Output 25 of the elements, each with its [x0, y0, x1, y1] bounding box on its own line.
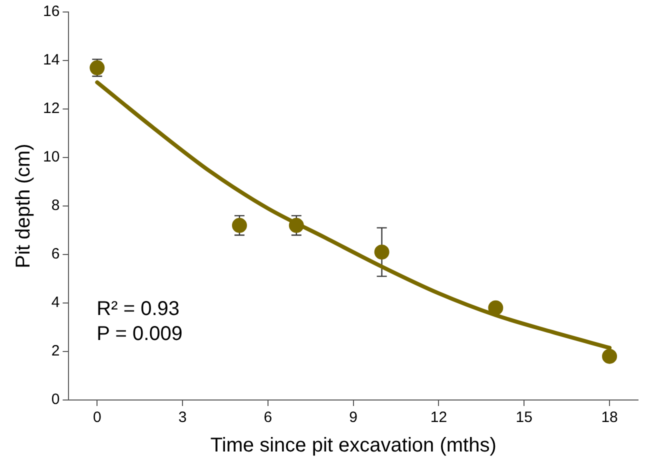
- x-tick-label: 6: [264, 409, 272, 426]
- x-axis-title: Time since pit excavation (mths): [210, 434, 496, 457]
- point: [602, 348, 618, 364]
- x-tick-label: 15: [516, 409, 532, 426]
- y-tick-label: 8: [51, 197, 60, 214]
- point: [374, 244, 390, 260]
- point: [488, 300, 504, 316]
- x-tick-label: 9: [349, 409, 358, 426]
- x-tick-label: 12: [430, 409, 448, 426]
- annotation: R² = 0.93: [96, 298, 180, 320]
- y-tick-label: 4: [51, 294, 60, 312]
- x-tick-label: 3: [178, 409, 187, 426]
- y-tick-label: 10: [42, 148, 60, 166]
- y-axis-title: Pit depth (cm): [12, 144, 35, 268]
- x-tick-label: 0: [92, 409, 102, 426]
- y-tick-label: 6: [51, 246, 60, 263]
- y-tick-label: 2: [51, 342, 60, 360]
- y-tick-label: 16: [42, 3, 60, 20]
- point: [288, 218, 304, 233]
- y-tick-label: 12: [42, 100, 60, 118]
- x-tick-label: 18: [601, 409, 618, 426]
- annotation: P = 0.009: [96, 323, 183, 345]
- point: [232, 218, 247, 233]
- y-tick-label: 0: [51, 391, 60, 408]
- y-tick-label: 14: [42, 52, 60, 69]
